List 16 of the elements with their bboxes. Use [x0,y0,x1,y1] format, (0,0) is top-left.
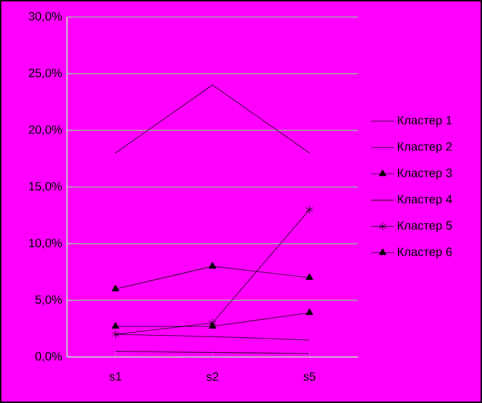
y-tick-label: 5,0% [35,295,62,306]
y-tick-label: 25,0% [28,68,62,79]
legend-label: Кластер 4 [398,195,452,206]
y-tick-label: 10,0% [29,238,62,249]
x-tick-label: s1 [110,372,122,381]
y-tick-label: 0,0% [35,352,62,362]
legend-label: Кластер 5 [398,221,452,232]
legend-label: Кластер 3 [398,168,452,180]
y-tick-label: 20,0% [28,125,62,136]
legend-label: Кластер 1 [398,116,452,127]
legend-label: Кластер 2 [398,142,452,154]
x-tick-label: s2 [206,372,218,381]
legend-label: Кластер 6 [398,248,452,258]
x-tick-label: s5 [303,372,316,381]
y-tick-label: 30,0% [28,12,62,22]
y-tick-label: 15,0% [29,182,62,192]
